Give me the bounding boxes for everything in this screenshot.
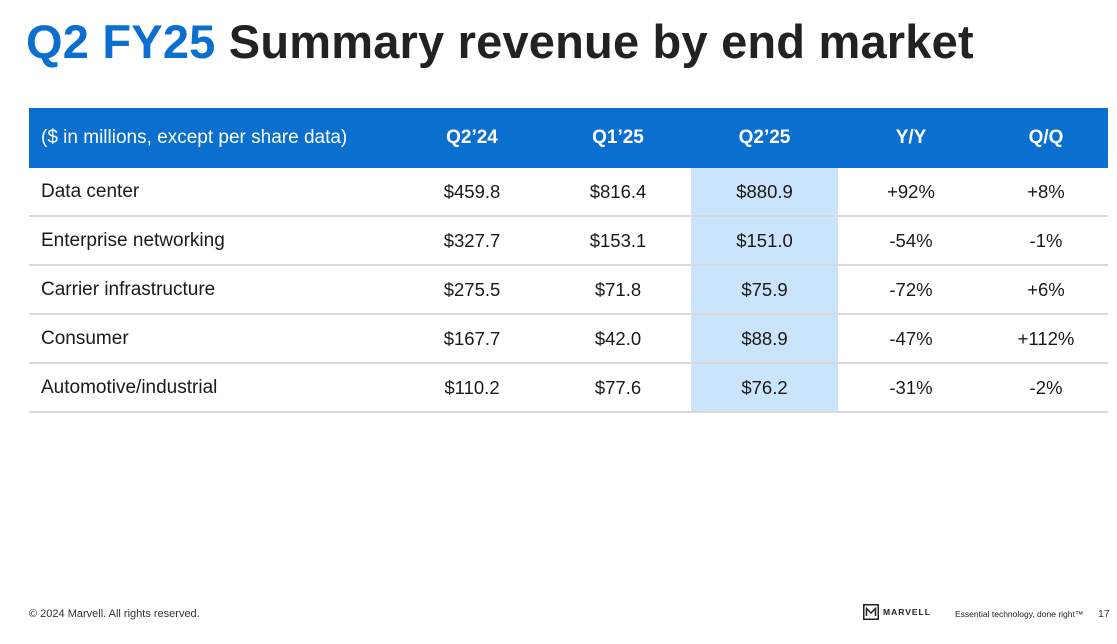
marvell-logo: MARVELL: [863, 604, 931, 620]
cell-qq: +8%: [984, 168, 1108, 217]
cell-yy: +92%: [838, 168, 984, 217]
cell-q2-25: $76.2: [691, 363, 838, 413]
header-q1-25: Q1’25: [545, 108, 691, 168]
header-q2-24: Q2’24: [399, 108, 545, 168]
title-main: Summary revenue by end market: [228, 15, 974, 68]
cell-q1-25: $42.0: [545, 314, 691, 364]
row-label: Automotive/industrial: [29, 363, 399, 413]
cell-q1-25: $816.4: [545, 168, 691, 217]
cell-q2-24: $327.7: [399, 216, 545, 266]
logo-text: MARVELL: [883, 607, 931, 617]
table-row: Data center $459.8 $816.4 $880.9 +92% +8…: [29, 168, 1108, 217]
cell-yy: -54%: [838, 216, 984, 266]
tagline: Essential technology, done right™: [955, 609, 1084, 619]
revenue-table: ($ in millions, except per share data) Q…: [29, 108, 1108, 413]
title-accent: Q2 FY25: [26, 15, 216, 68]
table-row: Carrier infrastructure $275.5 $71.8 $75.…: [29, 265, 1108, 315]
cell-q2-25: $151.0: [691, 216, 838, 266]
cell-q1-25: $71.8: [545, 265, 691, 315]
cell-q2-25: $880.9: [691, 168, 838, 217]
cell-q2-24: $167.7: [399, 314, 545, 364]
cell-q2-25: $88.9: [691, 314, 838, 364]
cell-q2-25: $75.9: [691, 265, 838, 315]
cell-qq: -1%: [984, 216, 1108, 266]
cell-q2-24: $459.8: [399, 168, 545, 217]
table-header-row: ($ in millions, except per share data) Q…: [29, 108, 1108, 168]
cell-yy: -72%: [838, 265, 984, 315]
marvell-logo-icon: [863, 604, 879, 620]
header-q2-25: Q2’25: [691, 108, 838, 168]
cell-q1-25: $153.1: [545, 216, 691, 266]
cell-qq: +6%: [984, 265, 1108, 315]
table-row: Enterprise networking $327.7 $153.1 $151…: [29, 216, 1108, 266]
row-label: Data center: [29, 168, 399, 217]
page-title: Q2 FY25 Summary revenue by end market: [26, 14, 974, 70]
header-yy: Y/Y: [838, 108, 984, 168]
table-row: Consumer $167.7 $42.0 $88.9 -47% +112%: [29, 314, 1108, 364]
header-label: ($ in millions, except per share data): [29, 108, 399, 168]
cell-qq: -2%: [984, 363, 1108, 413]
cell-q1-25: $77.6: [545, 363, 691, 413]
table-row: Automotive/industrial $110.2 $77.6 $76.2…: [29, 363, 1108, 413]
cell-qq: +112%: [984, 314, 1108, 364]
cell-q2-24: $110.2: [399, 363, 545, 413]
cell-yy: -47%: [838, 314, 984, 364]
row-label: Consumer: [29, 314, 399, 364]
row-label: Carrier infrastructure: [29, 265, 399, 315]
cell-yy: -31%: [838, 363, 984, 413]
row-label: Enterprise networking: [29, 216, 399, 266]
page-number: 17: [1098, 608, 1110, 620]
cell-q2-24: $275.5: [399, 265, 545, 315]
copyright-text: © 2024 Marvell. All rights reserved.: [29, 608, 200, 620]
header-qq: Q/Q: [984, 108, 1108, 168]
